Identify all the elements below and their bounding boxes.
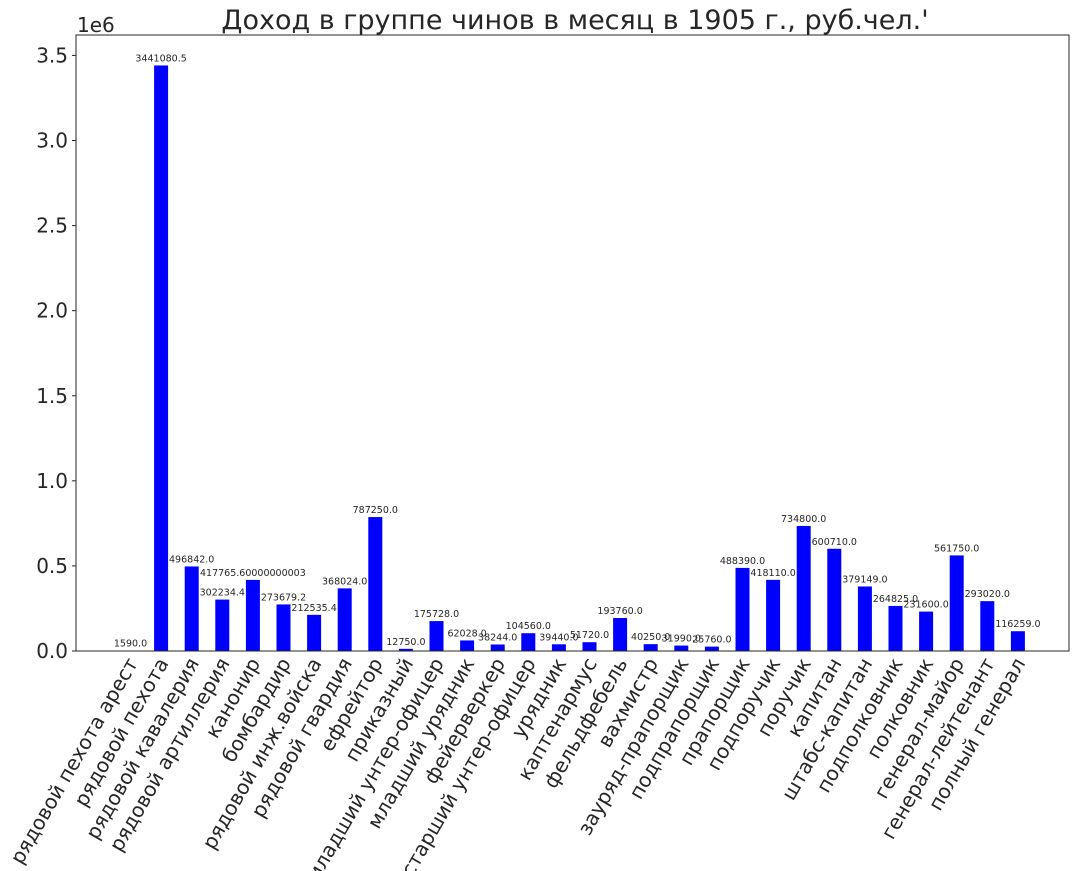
data-label: 488390.0 bbox=[720, 556, 765, 567]
data-label: 12750.0 bbox=[386, 637, 425, 648]
data-label: 25760.0 bbox=[692, 635, 731, 646]
bar bbox=[888, 605, 903, 651]
bar bbox=[704, 646, 719, 651]
bar bbox=[490, 644, 505, 651]
data-label: 417765.60000000003 bbox=[200, 568, 306, 579]
bar bbox=[766, 579, 781, 651]
data-label: 368024.0 bbox=[322, 576, 367, 587]
bar bbox=[796, 525, 811, 651]
bar bbox=[735, 567, 750, 651]
data-label: 175728.0 bbox=[414, 609, 459, 620]
bar bbox=[245, 579, 260, 651]
data-label: 787250.0 bbox=[353, 505, 398, 516]
data-label: 212535.4 bbox=[291, 603, 336, 614]
data-label: 40250.0 bbox=[631, 632, 670, 643]
bar bbox=[184, 566, 199, 651]
data-label: 379149.0 bbox=[842, 574, 887, 585]
bar bbox=[307, 614, 322, 651]
y-tick-label: 0.5 bbox=[36, 554, 68, 578]
bars bbox=[123, 65, 1025, 651]
y-axis-offset-label: 1e6 bbox=[77, 13, 115, 37]
chart-title: Доход в группе чинов в месяц в 1905 г., … bbox=[221, 5, 928, 36]
data-label: 496842.0 bbox=[169, 554, 214, 565]
y-tick-label: 3.0 bbox=[36, 129, 68, 153]
data-labels: 1590.0 3441080.5 496842.0 302234.4 417765.60… bbox=[114, 53, 1041, 649]
bar bbox=[368, 517, 383, 651]
bar bbox=[337, 588, 352, 651]
data-label: 302234.4 bbox=[200, 588, 245, 599]
y-tick-label: 0.0 bbox=[36, 639, 68, 663]
data-label: 31990.0 bbox=[662, 634, 701, 645]
data-label: 3441080.5 bbox=[135, 53, 186, 64]
bar bbox=[919, 611, 934, 651]
bar bbox=[827, 548, 842, 651]
data-label: 193760.0 bbox=[597, 606, 642, 617]
bar bbox=[857, 586, 872, 651]
bar bbox=[154, 65, 169, 651]
data-label: 273679.2 bbox=[261, 592, 306, 603]
bar bbox=[674, 645, 689, 651]
y-tick-label: 3.5 bbox=[36, 43, 68, 67]
y-tick-label: 2.0 bbox=[36, 299, 68, 323]
y-tick-label: 2.5 bbox=[36, 214, 68, 238]
data-label: 231600.0 bbox=[903, 600, 948, 611]
bar bbox=[276, 604, 291, 651]
bar bbox=[429, 621, 444, 651]
bar bbox=[521, 633, 536, 651]
bar bbox=[643, 644, 658, 651]
data-label: 62028.0 bbox=[447, 628, 486, 639]
y-tick-label: 1.0 bbox=[36, 469, 68, 493]
data-label: 1590.0 bbox=[114, 639, 147, 650]
data-label: 116259.0 bbox=[995, 619, 1040, 630]
bar bbox=[1010, 631, 1025, 651]
y-axis-ticks: 0.0 0.5 1.0 1.5 2.0 2.5 3.0 3.5 bbox=[36, 43, 76, 663]
bar bbox=[398, 648, 413, 651]
data-label: 39440.0 bbox=[539, 632, 578, 643]
bar bbox=[980, 601, 995, 651]
data-label: 104560.0 bbox=[506, 621, 551, 632]
bar bbox=[551, 644, 566, 651]
bar bbox=[582, 642, 597, 651]
data-label: 561750.0 bbox=[934, 543, 979, 554]
data-label: 600710.0 bbox=[812, 537, 857, 548]
data-label: 293020.0 bbox=[965, 589, 1010, 600]
bar bbox=[613, 618, 628, 651]
y-tick-label: 1.5 bbox=[36, 384, 68, 408]
bar bbox=[215, 599, 230, 651]
data-label: 51720.0 bbox=[570, 630, 609, 641]
data-label: 734800.0 bbox=[781, 514, 826, 525]
bar bbox=[949, 555, 964, 651]
bar bbox=[460, 640, 475, 651]
data-label: 264825.0 bbox=[873, 594, 918, 605]
data-label: 38244.0 bbox=[478, 632, 517, 643]
data-label: 418110.0 bbox=[750, 568, 795, 579]
plot-area-frame bbox=[75, 34, 1070, 652]
